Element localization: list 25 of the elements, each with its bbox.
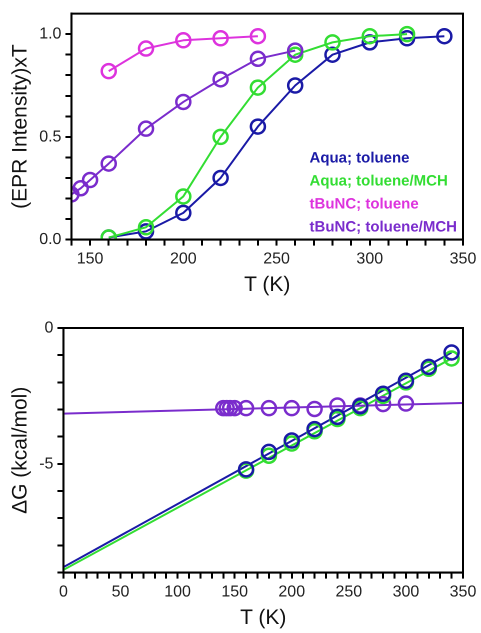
x-tick-label: 150 — [76, 250, 104, 268]
x-tick-label: 350 — [450, 584, 476, 601]
text: tBuNC; toluene — [310, 196, 419, 213]
x-tick-label: 150 — [221, 584, 248, 601]
x-axis-title: T (K) — [240, 606, 286, 630]
x-tick-label: 250 — [263, 250, 290, 268]
y-axis-title: (EPR Intensity)xT — [8, 44, 32, 209]
x-tick-label: 250 — [335, 584, 362, 601]
x-tick-label: 200 — [278, 584, 306, 601]
y-axis-title: ΔG (kcal/mol) — [8, 386, 32, 514]
x-tick-label: 50 — [112, 584, 130, 601]
y-tick-label: 1.0 — [39, 26, 62, 43]
text: Aqua; toluene — [310, 150, 410, 167]
x-tick-label: 350 — [450, 250, 476, 268]
y-tick-label: 0.0 — [39, 231, 62, 248]
text: tBuNC; toluene/MCH — [310, 218, 458, 236]
x-tick-label: 300 — [356, 250, 384, 268]
y-tick-label: 0.5 — [39, 128, 62, 146]
x-axis-title: T (K) — [244, 273, 290, 296]
x-tick-label: 100 — [164, 584, 192, 601]
y-tick-label: 0 — [44, 319, 54, 336]
y-tick-label: -5 — [39, 455, 54, 472]
text: Aqua; toluene/MCH — [310, 172, 448, 190]
x-tick-label: 200 — [170, 250, 197, 268]
x-tick-label: 300 — [392, 584, 420, 601]
